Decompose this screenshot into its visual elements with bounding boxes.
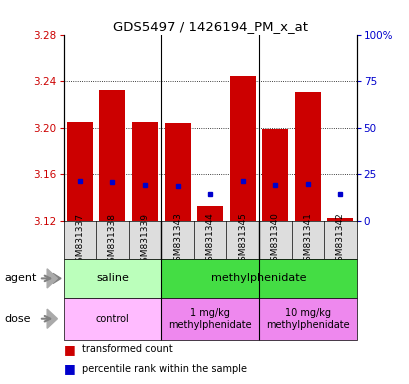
- Bar: [132, 122, 157, 221]
- Bar: [229, 76, 255, 221]
- Text: ■: ■: [63, 362, 75, 375]
- Bar: [63, 259, 161, 298]
- Text: methylphenidate: methylphenidate: [211, 273, 306, 283]
- Text: 10 mg/kg
methylphenidate: 10 mg/kg methylphenidate: [265, 308, 349, 329]
- Text: GSM831342: GSM831342: [335, 213, 344, 267]
- Polygon shape: [47, 309, 57, 328]
- Text: GSM831345: GSM831345: [238, 213, 247, 267]
- Bar: [262, 129, 288, 221]
- Bar: [258, 298, 356, 340]
- Title: GDS5497 / 1426194_PM_x_at: GDS5497 / 1426194_PM_x_at: [112, 20, 307, 33]
- Text: percentile rank within the sample: percentile rank within the sample: [82, 364, 246, 374]
- Bar: [197, 206, 222, 221]
- Polygon shape: [53, 273, 61, 283]
- Text: GSM831339: GSM831339: [140, 212, 149, 268]
- Bar: [326, 218, 353, 221]
- Text: dose: dose: [4, 314, 31, 324]
- Text: GSM831337: GSM831337: [75, 212, 84, 268]
- Text: ■: ■: [63, 343, 75, 356]
- Bar: [164, 123, 190, 221]
- Text: agent: agent: [4, 273, 36, 283]
- Text: GSM831343: GSM831343: [173, 213, 182, 267]
- Bar: [67, 122, 92, 221]
- Bar: [161, 298, 258, 340]
- Bar: [161, 259, 356, 298]
- Text: control: control: [95, 314, 129, 324]
- Bar: [63, 298, 161, 340]
- Text: GSM831341: GSM831341: [303, 213, 312, 267]
- Text: saline: saline: [96, 273, 128, 283]
- Text: 1 mg/kg
methylphenidate: 1 mg/kg methylphenidate: [168, 308, 251, 329]
- Text: transformed count: transformed count: [82, 344, 172, 354]
- Text: GSM831344: GSM831344: [205, 213, 214, 267]
- Bar: [294, 92, 320, 221]
- Bar: [99, 90, 125, 221]
- Text: GSM831338: GSM831338: [108, 212, 117, 268]
- Polygon shape: [47, 269, 57, 288]
- Text: GSM831340: GSM831340: [270, 213, 279, 267]
